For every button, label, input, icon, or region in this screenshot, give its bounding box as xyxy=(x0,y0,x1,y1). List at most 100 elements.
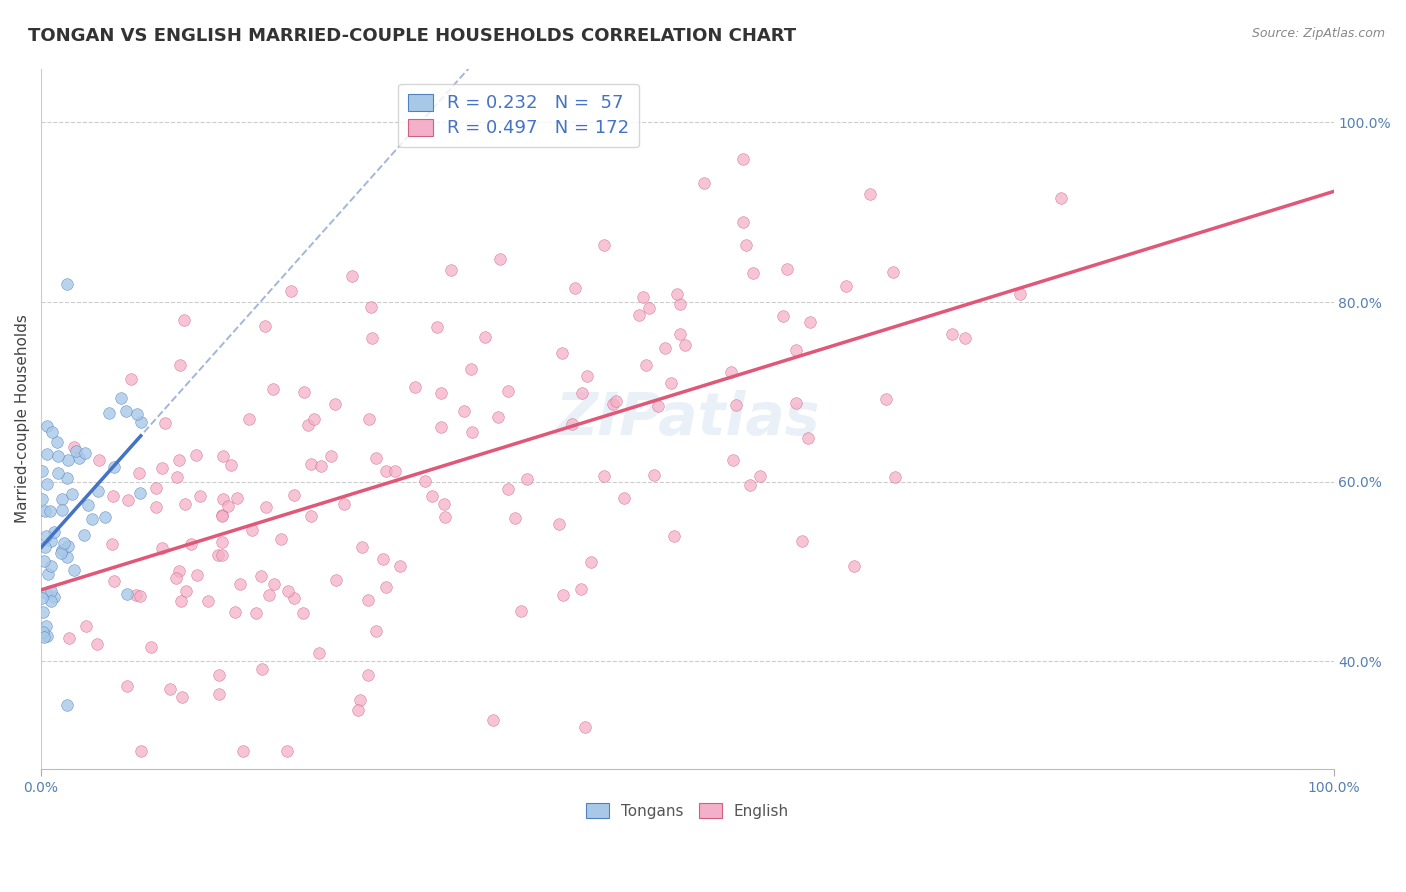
Point xyxy=(280,284,302,298)
Point xyxy=(503,510,526,524)
Point xyxy=(211,535,233,549)
Point xyxy=(319,449,342,463)
Point xyxy=(360,300,382,314)
Point xyxy=(249,569,271,583)
Point xyxy=(117,493,139,508)
Point xyxy=(433,496,456,510)
Point xyxy=(858,187,880,202)
Point xyxy=(749,469,772,483)
Point xyxy=(1049,191,1071,205)
Point xyxy=(211,548,233,562)
Point xyxy=(226,491,249,505)
Point xyxy=(208,668,231,682)
Point xyxy=(128,589,150,603)
Point xyxy=(170,593,193,607)
Point xyxy=(46,466,69,480)
Point xyxy=(366,624,388,638)
Point xyxy=(128,466,150,480)
Point xyxy=(86,637,108,651)
Point xyxy=(581,555,603,569)
Point xyxy=(461,425,484,439)
Y-axis label: Married-couple Households: Married-couple Households xyxy=(15,315,30,524)
Point xyxy=(292,385,315,400)
Point xyxy=(592,469,614,483)
Point xyxy=(308,647,330,661)
Point xyxy=(63,440,86,454)
Point xyxy=(35,528,58,542)
Point xyxy=(42,524,65,539)
Point xyxy=(340,269,363,284)
Point xyxy=(374,464,396,478)
Point xyxy=(51,502,73,516)
Point xyxy=(720,365,742,379)
Point xyxy=(263,577,285,591)
Point xyxy=(125,588,148,602)
Point xyxy=(101,489,124,503)
Point xyxy=(238,412,260,426)
Point xyxy=(129,415,152,429)
Point xyxy=(253,319,276,334)
Point xyxy=(299,508,322,523)
Point xyxy=(283,488,305,502)
Point xyxy=(605,394,627,409)
Point xyxy=(426,319,449,334)
Point xyxy=(669,327,692,342)
Point xyxy=(49,546,72,560)
Point xyxy=(297,418,319,433)
Point xyxy=(174,584,197,599)
Point xyxy=(180,537,202,551)
Point xyxy=(31,606,53,620)
Point xyxy=(240,523,263,537)
Point xyxy=(430,386,453,401)
Point xyxy=(73,445,96,459)
Point xyxy=(474,329,496,343)
Point xyxy=(270,532,292,546)
Point xyxy=(37,419,59,434)
Point xyxy=(56,540,79,554)
Point xyxy=(302,411,325,425)
Legend: Tongans, English: Tongans, English xyxy=(579,797,794,825)
Point xyxy=(283,591,305,605)
Point xyxy=(114,404,136,418)
Point xyxy=(254,500,277,514)
Point xyxy=(384,464,406,478)
Point xyxy=(207,687,229,701)
Point xyxy=(35,618,58,632)
Point xyxy=(94,509,117,524)
Point xyxy=(32,625,55,640)
Point xyxy=(325,573,347,587)
Point xyxy=(731,215,754,229)
Point xyxy=(460,361,482,376)
Point xyxy=(364,451,387,466)
Point xyxy=(734,238,756,252)
Text: ZIPatlas: ZIPatlas xyxy=(555,391,820,448)
Point xyxy=(51,491,73,506)
Point xyxy=(41,533,63,548)
Point xyxy=(489,252,512,267)
Point xyxy=(742,266,765,280)
Point xyxy=(350,540,373,554)
Point xyxy=(299,457,322,471)
Point xyxy=(75,619,97,633)
Text: Source: ZipAtlas.com: Source: ZipAtlas.com xyxy=(1251,27,1385,40)
Point xyxy=(413,474,436,488)
Point xyxy=(496,482,519,496)
Point xyxy=(145,500,167,514)
Point xyxy=(516,472,538,486)
Point xyxy=(150,541,173,555)
Point xyxy=(34,540,56,554)
Point xyxy=(389,559,412,574)
Point xyxy=(145,481,167,495)
Point xyxy=(772,309,794,323)
Point xyxy=(120,372,142,386)
Point xyxy=(37,566,59,581)
Point xyxy=(638,301,661,316)
Point xyxy=(173,312,195,326)
Point xyxy=(547,517,569,532)
Point xyxy=(666,286,689,301)
Point xyxy=(224,605,246,619)
Point xyxy=(38,504,60,518)
Point xyxy=(41,558,63,573)
Point xyxy=(553,588,575,602)
Point xyxy=(453,404,475,418)
